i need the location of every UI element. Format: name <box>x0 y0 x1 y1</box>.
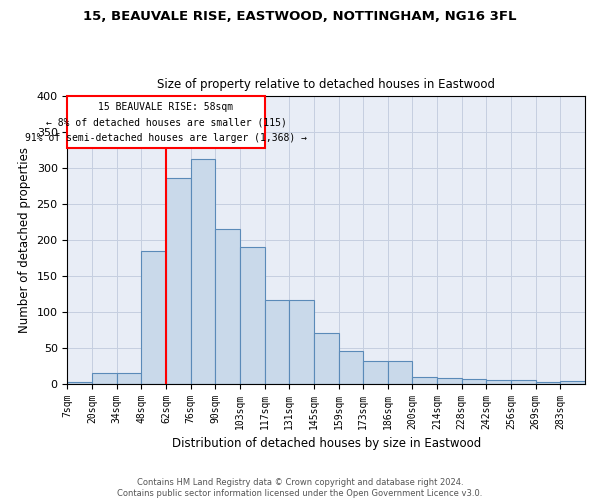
Bar <box>487 380 511 384</box>
Bar <box>388 360 412 384</box>
Y-axis label: Number of detached properties: Number of detached properties <box>18 147 31 333</box>
Bar <box>536 382 560 384</box>
Bar <box>67 382 92 384</box>
Bar <box>240 247 265 384</box>
X-axis label: Distribution of detached houses by size in Eastwood: Distribution of detached houses by size … <box>172 437 481 450</box>
Bar <box>166 178 191 384</box>
Bar <box>191 159 215 384</box>
Text: 15 BEAUVALE RISE: 58sqm: 15 BEAUVALE RISE: 58sqm <box>98 102 233 112</box>
Bar <box>117 373 142 384</box>
Bar <box>511 380 536 384</box>
Bar <box>462 378 487 384</box>
FancyBboxPatch shape <box>67 96 265 148</box>
Text: Contains HM Land Registry data © Crown copyright and database right 2024.
Contai: Contains HM Land Registry data © Crown c… <box>118 478 482 498</box>
Bar <box>338 350 363 384</box>
Bar <box>215 229 240 384</box>
Bar <box>437 378 462 384</box>
Bar <box>289 300 314 384</box>
Bar <box>142 251 166 384</box>
Bar <box>363 360 388 384</box>
Bar <box>412 376 437 384</box>
Bar <box>92 373 117 384</box>
Text: 15, BEAUVALE RISE, EASTWOOD, NOTTINGHAM, NG16 3FL: 15, BEAUVALE RISE, EASTWOOD, NOTTINGHAM,… <box>83 10 517 23</box>
Bar <box>314 332 338 384</box>
Bar <box>560 381 585 384</box>
Title: Size of property relative to detached houses in Eastwood: Size of property relative to detached ho… <box>157 78 495 91</box>
Bar <box>265 300 289 384</box>
Text: ← 8% of detached houses are smaller (115): ← 8% of detached houses are smaller (115… <box>46 117 286 127</box>
Text: 91% of semi-detached houses are larger (1,368) →: 91% of semi-detached houses are larger (… <box>25 132 307 142</box>
